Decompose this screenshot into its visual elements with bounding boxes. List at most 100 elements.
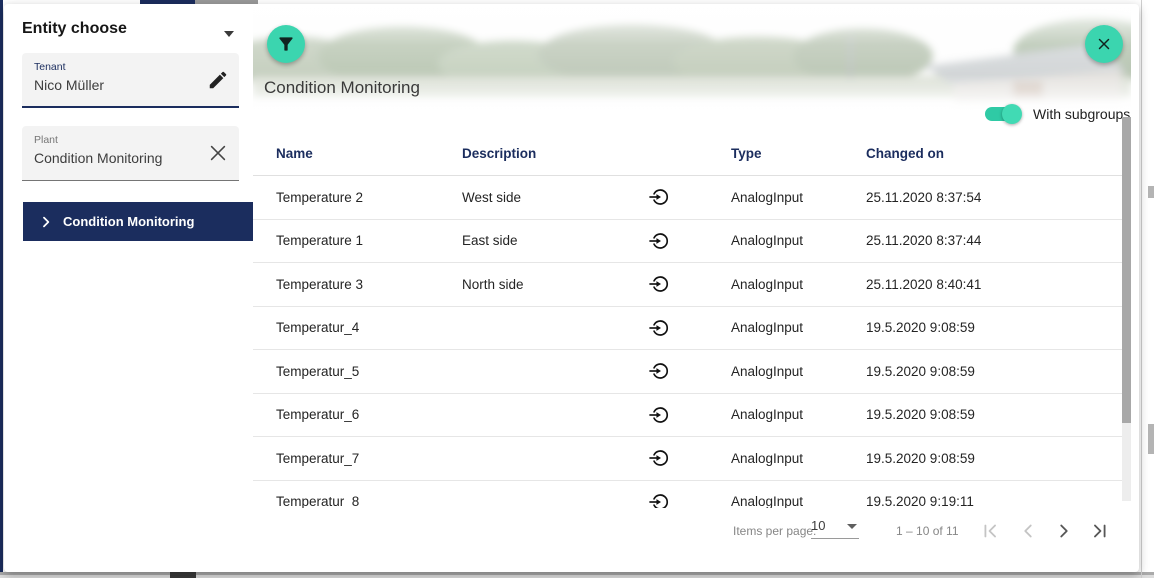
filter-button[interactable] — [267, 25, 305, 63]
column-header-changed-on[interactable]: Changed on — [866, 145, 944, 161]
table-row[interactable]: Temperatur_6 AnalogInput 19.5.2020 9:08:… — [253, 394, 1122, 437]
table-row[interactable]: Temperature 2 West side AnalogInput 25.1… — [253, 176, 1122, 220]
background-app-bottom-fragment3 — [170, 572, 196, 578]
table-header-row: Name Description Type Changed on — [253, 131, 1122, 176]
row-changed-on: 19.5.2020 9:08:59 — [866, 363, 975, 379]
tenant-field[interactable]: Tenant Nico Müller — [22, 53, 239, 108]
page-title: Condition Monitoring — [264, 78, 420, 97]
close-button[interactable] — [1085, 25, 1123, 63]
dropdown-caret-icon — [847, 524, 857, 529]
column-header-description[interactable]: Description — [462, 145, 537, 161]
table-row[interactable]: Temperature 1 East side AnalogInput 25.1… — [253, 220, 1122, 263]
sign-in-icon[interactable] — [637, 317, 681, 339]
column-header-type[interactable]: Type — [731, 145, 762, 161]
table-rows: Temperature 2 West side AnalogInput 25.1… — [253, 176, 1122, 508]
next-page-icon — [1060, 524, 1068, 538]
row-type: AnalogInput — [731, 407, 804, 423]
toggle-label: With subgroups — [1033, 106, 1131, 122]
entities-table: Name Description Type Changed on Tempera… — [253, 131, 1122, 508]
funnel-icon — [279, 37, 293, 51]
chevron-right-icon — [43, 216, 50, 227]
close-icon — [1098, 38, 1110, 50]
row-changed-on: 19.5.2020 9:08:59 — [866, 407, 975, 423]
row-changed-on: 25.11.2020 8:40:41 — [866, 276, 982, 292]
sign-in-icon[interactable] — [637, 230, 681, 252]
table-row[interactable]: Temperatur_8 AnalogInput 19.5.2020 9:19:… — [253, 481, 1122, 508]
plant-field[interactable]: Plant Condition Monitoring — [22, 126, 239, 181]
table-scrollbar[interactable] — [1122, 117, 1131, 501]
table-row[interactable]: Temperatur_5 AnalogInput 19.5.2020 9:08:… — [253, 350, 1122, 394]
table-row[interactable]: Temperature 3 North side AnalogInput 25.… — [253, 263, 1122, 307]
row-name: Temperature 2 — [276, 189, 364, 205]
row-changed-on: 19.5.2020 9:08:59 — [866, 320, 975, 336]
last-page-button[interactable] — [1087, 518, 1113, 544]
row-type: AnalogInput — [731, 363, 804, 379]
plant-label: Plant — [34, 134, 58, 146]
row-changed-on: 19.5.2020 9:08:59 — [866, 450, 975, 466]
row-name: Temperatur_5 — [276, 363, 360, 379]
row-name: Temperature 3 — [276, 276, 364, 292]
page-range-label: 1 – 10 of 11 — [896, 524, 959, 538]
clear-icon[interactable] — [207, 142, 229, 164]
sidebar-item-label: Condition Monitoring — [63, 214, 195, 229]
row-type: AnalogInput — [731, 276, 804, 292]
previous-page-button[interactable] — [1015, 518, 1041, 544]
items-per-page-value: 10 — [811, 518, 826, 533]
table-row[interactable]: Temperatur_7 AnalogInput 19.5.2020 9:08:… — [253, 437, 1122, 481]
collapse-caret-icon[interactable] — [224, 31, 234, 37]
paginator: Items per page: 10 1 – 10 of 11 — [253, 507, 1122, 553]
sign-in-icon[interactable] — [637, 447, 681, 469]
edit-icon[interactable] — [207, 69, 229, 91]
column-header-name[interactable]: Name — [276, 145, 313, 161]
row-name: Temperatur_6 — [276, 407, 360, 423]
background-app-top-fragment — [140, 0, 195, 4]
background-app-bottom-fragment — [0, 572, 1154, 575]
background-app-left-bar — [0, 0, 3, 578]
toggle-thumb — [1002, 104, 1022, 124]
tenant-label: Tenant — [34, 61, 66, 73]
previous-page-icon — [1024, 524, 1032, 538]
with-subgroups-toggle[interactable]: With subgroups — [985, 103, 1130, 125]
background-scrollbar-fragment2 — [1148, 424, 1154, 454]
row-description: North side — [462, 276, 524, 292]
entity-choose-dialog: Entity choose Tenant Nico Müller Plant C… — [4, 4, 1139, 572]
items-per-page-label: Items per page: — [733, 524, 817, 538]
first-page-icon — [984, 524, 996, 538]
plant-value: Condition Monitoring — [34, 150, 163, 166]
sidebar-item-condition-monitoring[interactable]: Condition Monitoring — [23, 202, 253, 241]
background-app-right-edge — [1141, 0, 1142, 578]
header-background-image — [253, 4, 1131, 122]
row-name: Temperatur_8 — [276, 494, 360, 508]
row-type: AnalogInput — [731, 320, 804, 336]
first-page-button[interactable] — [977, 518, 1003, 544]
row-description: West side — [462, 189, 522, 205]
table-row[interactable]: Temperatur_4 AnalogInput 19.5.2020 9:08:… — [253, 307, 1122, 350]
row-changed-on: 25.11.2020 8:37:54 — [866, 189, 982, 205]
entity-choose-title: Entity choose — [22, 20, 127, 37]
row-type: AnalogInput — [731, 494, 804, 508]
tenant-value: Nico Müller — [34, 77, 105, 93]
background-scrollbar-fragment — [1148, 186, 1154, 198]
row-changed-on: 19.5.2020 9:19:11 — [866, 494, 974, 508]
row-name: Temperature 1 — [276, 233, 364, 249]
items-per-page-select[interactable]: 10 — [811, 518, 859, 539]
background-app-bottom-fragment2 — [0, 575, 1154, 578]
sign-in-icon[interactable] — [637, 404, 681, 426]
row-name: Temperatur_4 — [276, 320, 360, 336]
row-changed-on: 25.11.2020 8:37:44 — [866, 233, 982, 249]
background-app-top-fragment2 — [195, 0, 258, 4]
next-page-button[interactable] — [1051, 518, 1077, 544]
row-type: AnalogInput — [731, 450, 804, 466]
row-description: East side — [462, 233, 518, 249]
sign-in-icon[interactable] — [637, 360, 681, 382]
scrollbar-thumb[interactable] — [1122, 117, 1131, 423]
row-name: Temperatur_7 — [276, 450, 360, 466]
row-type: AnalogInput — [731, 189, 804, 205]
sign-in-icon[interactable] — [637, 186, 681, 208]
sign-in-icon[interactable] — [637, 273, 681, 295]
sign-in-icon[interactable] — [637, 491, 681, 508]
last-page-icon — [1094, 524, 1106, 538]
toggle-track — [985, 104, 1022, 124]
row-type: AnalogInput — [731, 233, 804, 249]
